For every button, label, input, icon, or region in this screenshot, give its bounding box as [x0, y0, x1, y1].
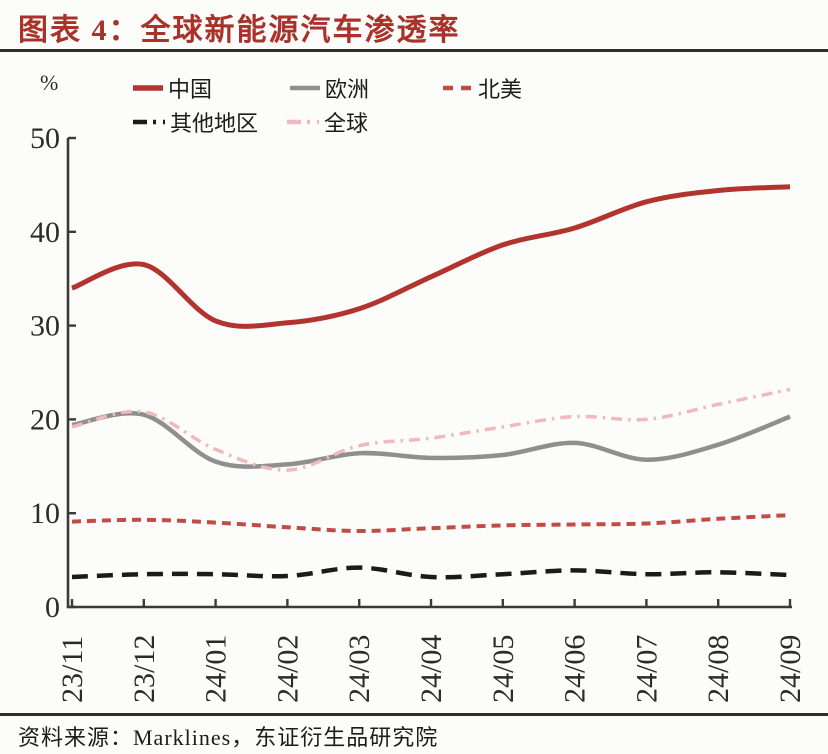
- y-tick-label: 10: [30, 497, 60, 530]
- series-line-global: [71, 387, 791, 472]
- x-tick-label: 24/05: [487, 635, 520, 703]
- legend-item-china: 中国: [133, 76, 212, 102]
- legend-label-china: 中国: [168, 77, 213, 102]
- x-tick-label: 24/07: [630, 635, 663, 703]
- title-divider: [0, 49, 828, 52]
- series-line-north-america: [71, 513, 791, 534]
- legend-label-global: 全球: [324, 111, 369, 136]
- legend-item-north-america: 北美: [443, 76, 522, 102]
- x-tick-label: 24/06: [559, 635, 592, 703]
- legend-swatch-other-regions: [133, 119, 165, 125]
- legend-label-north-america: 北美: [478, 77, 523, 102]
- x-tick-label: 24/01: [200, 635, 233, 703]
- y-axis-unit-label: %: [40, 70, 59, 95]
- figure-title: 图表 4：全球新能源汽车渗透率: [18, 14, 461, 47]
- axis-frame: [66, 138, 792, 609]
- legend-swatch-china: [133, 85, 163, 91]
- legend-swatch-north-america: [443, 85, 473, 91]
- x-tick-label: 23/11: [56, 636, 89, 703]
- y-tick-label: 30: [30, 310, 60, 343]
- legend-label-other-regions: 其他地区: [170, 111, 259, 136]
- y-tick-label: 20: [30, 403, 60, 436]
- y-tick-label: 0: [45, 591, 60, 624]
- legend-swatch-global: [287, 119, 319, 125]
- series-line-other-regions: [71, 565, 791, 580]
- source-divider: [0, 713, 828, 716]
- x-tick-label: 24/03: [343, 635, 376, 703]
- line-chart-svg: 0 10 20 30 40 50 23/11 23/12 24/01 24/02 24/03 24/0…: [30, 122, 807, 703]
- source-note: 资料来源：Marklines，东证衍生品研究院: [18, 725, 439, 750]
- x-tick-label: 24/04: [415, 635, 448, 703]
- legend-label-europe: 欧洲: [325, 77, 370, 102]
- legend-swatch-europe: [290, 85, 320, 91]
- y-tick-label: 40: [30, 216, 60, 249]
- legend-item-other-regions: 其他地区: [133, 110, 258, 136]
- legend-item-global: 全球: [287, 110, 368, 136]
- x-tick-label: 24/08: [702, 635, 735, 703]
- series-line-europe: [71, 411, 791, 469]
- x-tick-label: 23/12: [128, 635, 161, 703]
- y-tick-label: 50: [30, 122, 60, 155]
- x-tick-label: 24/02: [271, 635, 304, 703]
- x-tick-label: 24/09: [774, 635, 807, 703]
- legend-item-europe: 欧洲: [290, 76, 369, 102]
- series-line-china: [71, 184, 791, 329]
